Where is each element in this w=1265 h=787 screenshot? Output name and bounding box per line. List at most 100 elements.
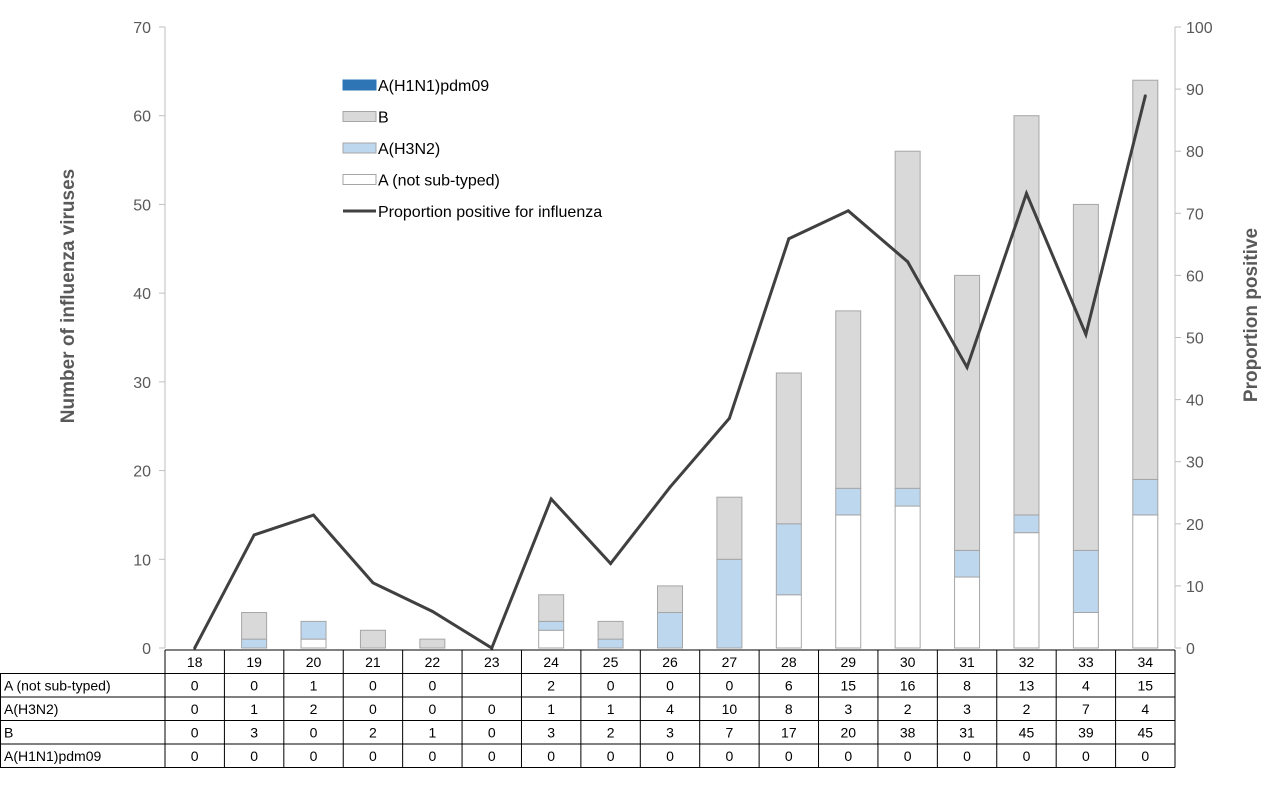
proportion-point: [906, 260, 910, 264]
table-category-label: 19: [246, 654, 262, 670]
bar-a-h3n2: [538, 620, 565, 631]
y2-tick-label: 10: [1186, 579, 1204, 596]
bar-a-not-sub-typed: [835, 514, 862, 649]
y2-tick-label: 20: [1186, 517, 1204, 534]
table-cell: 15: [840, 677, 856, 693]
table-cell: 0: [1082, 748, 1090, 764]
bar-b: [597, 620, 624, 640]
legend: A(H1N1)pdm09 B A(H3N2) A (not sub-typed) Pro…: [342, 78, 602, 221]
proportion-point: [312, 513, 316, 517]
y-tick-label: 10: [133, 552, 151, 569]
bar-b: [775, 372, 802, 525]
y2-tick-label: 80: [1186, 144, 1204, 161]
bar-b: [538, 594, 565, 622]
table-cell: 38: [900, 724, 916, 740]
proportion-point: [1024, 191, 1028, 195]
proportion-point: [1143, 94, 1147, 98]
table-row-label: B: [4, 724, 13, 740]
table-cell: 7: [1082, 701, 1090, 717]
y-tick-label: 30: [133, 375, 151, 392]
bar-b: [835, 310, 862, 489]
bar-a-h3n2: [1132, 478, 1159, 516]
proportion-line-group: [193, 94, 1147, 651]
bar-a-h3n2: [597, 638, 624, 649]
bar-a-not-sub-typed: [538, 629, 565, 649]
table-category-label: 34: [1138, 654, 1154, 670]
bar-a-not-sub-typed: [300, 638, 327, 649]
table-cell: 1: [428, 724, 436, 740]
table-category-label: 22: [425, 654, 441, 670]
proportion-point: [193, 646, 197, 650]
bar-a-not-sub-typed: [894, 505, 921, 649]
table-cell: 0: [428, 677, 436, 693]
table-cell: 4: [666, 701, 674, 717]
bar-a-not-sub-typed: [775, 594, 802, 649]
table-category-label: 23: [484, 654, 500, 670]
table-cell: 3: [547, 724, 555, 740]
proportion-positive-line: [193, 95, 1147, 651]
legend-swatch-a-not-sub-typed: [342, 174, 377, 185]
bar-b: [241, 612, 268, 640]
proportion-point: [965, 365, 969, 369]
table-cell: 0: [428, 701, 436, 717]
table-cell: 0: [785, 748, 793, 764]
proportion-point: [668, 485, 672, 489]
table-cell: 3: [666, 724, 674, 740]
proportion-point: [490, 646, 494, 650]
y-tick-label: 70: [133, 20, 151, 37]
bar-b: [419, 638, 446, 649]
proportion-point: [1084, 332, 1088, 336]
table-cell: 2: [904, 701, 912, 717]
bar-b: [1013, 115, 1040, 516]
table-cell: 1: [607, 701, 615, 717]
table-cell: 0: [547, 748, 555, 764]
table-category-label: 28: [781, 654, 797, 670]
proportion-point: [252, 533, 256, 537]
table-cell: 45: [1019, 724, 1035, 740]
table-row-label: A(H3N2): [4, 701, 58, 717]
y-tick-label: 50: [133, 197, 151, 214]
legend-label: A (not sub-typed): [378, 173, 500, 190]
table-cell: 0: [844, 748, 852, 764]
table-category-label: 24: [543, 654, 559, 670]
bar-a-not-sub-typed: [1013, 532, 1040, 649]
table-cell: 6: [785, 677, 793, 693]
y2-tick-label: 70: [1186, 206, 1204, 223]
table-cell: 13: [1019, 677, 1035, 693]
y2-tick-label: 60: [1186, 268, 1204, 285]
table-category-label: 32: [1019, 654, 1035, 670]
table-cell: 20: [840, 724, 856, 740]
y2-tick-label: 30: [1186, 455, 1204, 472]
proportion-point: [787, 237, 791, 241]
table-cell: 0: [310, 724, 318, 740]
bar-a-not-sub-typed: [954, 576, 981, 649]
table-cell: 0: [1023, 748, 1031, 764]
axes: 0 10 20 30 40 50 60 70 0 10 20 30 40 50 60 70 80 90 100: [133, 20, 1213, 658]
table-cell: 2: [310, 701, 318, 717]
y2-tick-label: 0: [1186, 641, 1195, 658]
bar-a-not-sub-typed: [1072, 612, 1099, 649]
bar-a-h3n2: [716, 558, 743, 649]
legend-label: B: [378, 110, 389, 127]
table-cell: 0: [191, 677, 199, 693]
proportion-point: [430, 609, 434, 613]
y-tick-label: 20: [133, 464, 151, 481]
table-cell: 0: [726, 748, 734, 764]
legend-swatch-b: [342, 111, 377, 122]
legend-swatch-a-h1n1-pdm09: [342, 79, 377, 91]
table-cell: 0: [428, 748, 436, 764]
table-category-label: 30: [900, 654, 916, 670]
table-cell: 0: [310, 748, 318, 764]
table-cell: 0: [963, 748, 971, 764]
bar-b: [954, 274, 981, 551]
table-cell: 0: [904, 748, 912, 764]
table-cell: 0: [369, 748, 377, 764]
table-cell: 7: [726, 724, 734, 740]
table-cell: 3: [963, 701, 971, 717]
bar-a-h3n2: [1013, 514, 1040, 534]
table-cell: 0: [488, 748, 496, 764]
bar-a-h3n2: [300, 620, 327, 640]
bar-a-h3n2: [1072, 549, 1099, 614]
table-cell: 8: [963, 677, 971, 693]
